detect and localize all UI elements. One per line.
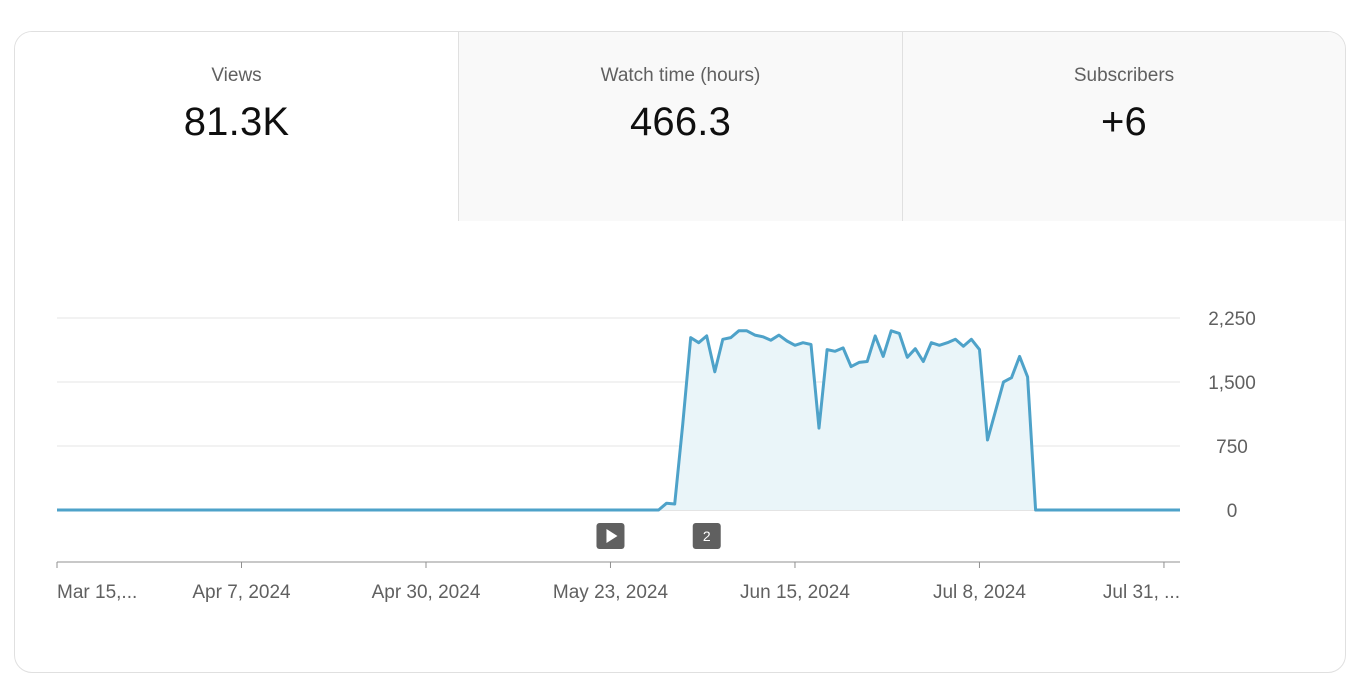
marker-badge [692, 523, 721, 549]
y-axis-ticks: 0 750 1,500 2,250 [1208, 309, 1256, 522]
y-tick-label: 2,250 [1208, 309, 1256, 330]
x-tick-label: Apr 7, 2024 [192, 582, 291, 603]
y-tick-label: 750 [1216, 437, 1248, 458]
tab-views[interactable]: Views 81.3K [15, 32, 458, 221]
video-publish-marker[interactable] [596, 523, 625, 549]
y-tick-label: 1,500 [1208, 373, 1256, 394]
x-tick-label: Mar 15,... [57, 582, 137, 603]
views-chart-area: 0 750 1,500 2,250 Mar 15,... Apr 7, 2024 Apr … [0, 0, 1362, 630]
tab-subscribers-label: Subscribers [1073, 65, 1175, 86]
views-series-line [57, 329, 1180, 512]
x-tick-label: May 23, 2024 [553, 582, 669, 603]
tab-views-value: 81.3K [183, 100, 290, 144]
x-tick-label: Jul 8, 2024 [933, 582, 1026, 603]
tab-watch-time[interactable]: Watch time (hours) 466.3 [458, 32, 902, 221]
views-area-fill [57, 330, 1180, 510]
tab-subscribers-value: +6 [1100, 100, 1147, 144]
x-axis: Mar 15,... Apr 7, 2024 Apr 30, 2024 May 23,… [56, 561, 1180, 603]
marker-count-label: 2 [703, 528, 711, 544]
tab-watch-time-label: Watch time (hours) [600, 65, 761, 86]
metric-tabs: Views 81.3K Watch time (hours) 466.3 Sub… [15, 32, 1345, 221]
analytics-card: Views 81.3K Watch time (hours) 466.3 Sub… [14, 31, 1346, 673]
tab-views-label: Views [211, 65, 262, 86]
y-tick-label: 0 [1227, 501, 1238, 522]
x-tick-label: Jun 15, 2024 [740, 582, 850, 603]
play-icon [606, 529, 618, 543]
x-tick-label: Jul 31, ... [1103, 582, 1180, 603]
tab-watch-time-value: 466.3 [629, 100, 732, 144]
views-line-chart[interactable]: 0 750 1,500 2,250 Mar 15,... Apr 7, 2024 Apr … [0, 0, 1362, 630]
x-tick-label: Apr 30, 2024 [372, 582, 481, 603]
video-markers: 2 [596, 523, 721, 549]
tab-subscribers[interactable]: Subscribers +6 [902, 32, 1345, 221]
video-publish-marker[interactable]: 2 [692, 523, 721, 549]
